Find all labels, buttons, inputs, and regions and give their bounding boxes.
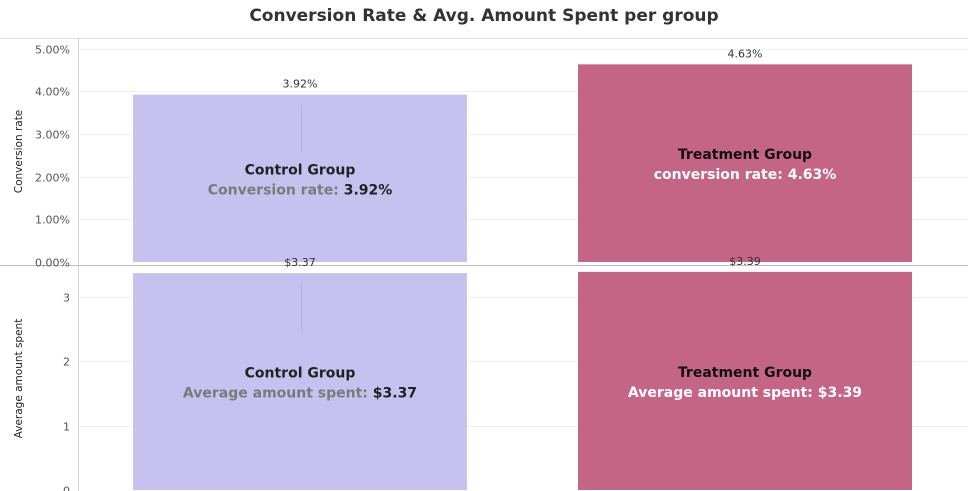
- y-tick-label: 0.00%: [35, 257, 70, 270]
- bar-group-name: Control Group: [245, 366, 356, 382]
- y-tick-label: 5.00%: [35, 44, 70, 57]
- data-label: $3.39: [729, 255, 761, 268]
- y-tick-label: 4.00%: [35, 86, 70, 99]
- chart-title: Conversion Rate & Avg. Amount Spent per …: [249, 6, 719, 26]
- metric-value: 4.63%: [788, 167, 837, 183]
- bar: [133, 94, 467, 263]
- y-tick-label: 1.00%: [35, 214, 70, 227]
- metric-label: Average amount spent:: [628, 385, 818, 401]
- bar-metric-label: Average amount spent: $3.39: [628, 385, 862, 401]
- bar: [133, 273, 467, 490]
- y-tick-label: 2.00%: [35, 172, 70, 185]
- bar-metric-label: conversion rate: 4.63%: [654, 167, 837, 183]
- metric-label: conversion rate:: [654, 167, 788, 183]
- bar-group-name: Treatment Group: [678, 365, 812, 381]
- bar-metric-label: Average amount spent: $3.37: [183, 386, 417, 402]
- bar-group-name: Control Group: [245, 162, 356, 178]
- bar: [578, 64, 912, 262]
- data-label: 3.92%: [283, 78, 318, 91]
- metric-label: Average amount spent:: [183, 386, 373, 402]
- metric-label: Conversion rate:: [208, 182, 344, 198]
- y-axis-title: Average amount spent: [13, 319, 25, 439]
- y-axis-title: Conversion rate: [13, 110, 25, 194]
- metric-value: $3.37: [373, 386, 417, 402]
- bar-metric-label: Conversion rate: 3.92%: [208, 182, 393, 198]
- y-tick-label: 1: [63, 421, 70, 434]
- data-label: 4.63%: [728, 47, 763, 60]
- metric-value: 3.92%: [344, 182, 393, 198]
- y-tick-label: 3: [63, 292, 70, 305]
- y-tick-label: 3.00%: [35, 129, 70, 142]
- metric-value: $3.39: [818, 385, 862, 401]
- y-tick-label: 2: [63, 356, 70, 369]
- y-tick-label: 0: [63, 485, 70, 491]
- bar: [578, 271, 912, 490]
- data-label: $3.37: [284, 256, 316, 269]
- bar-group-name: Treatment Group: [678, 147, 812, 163]
